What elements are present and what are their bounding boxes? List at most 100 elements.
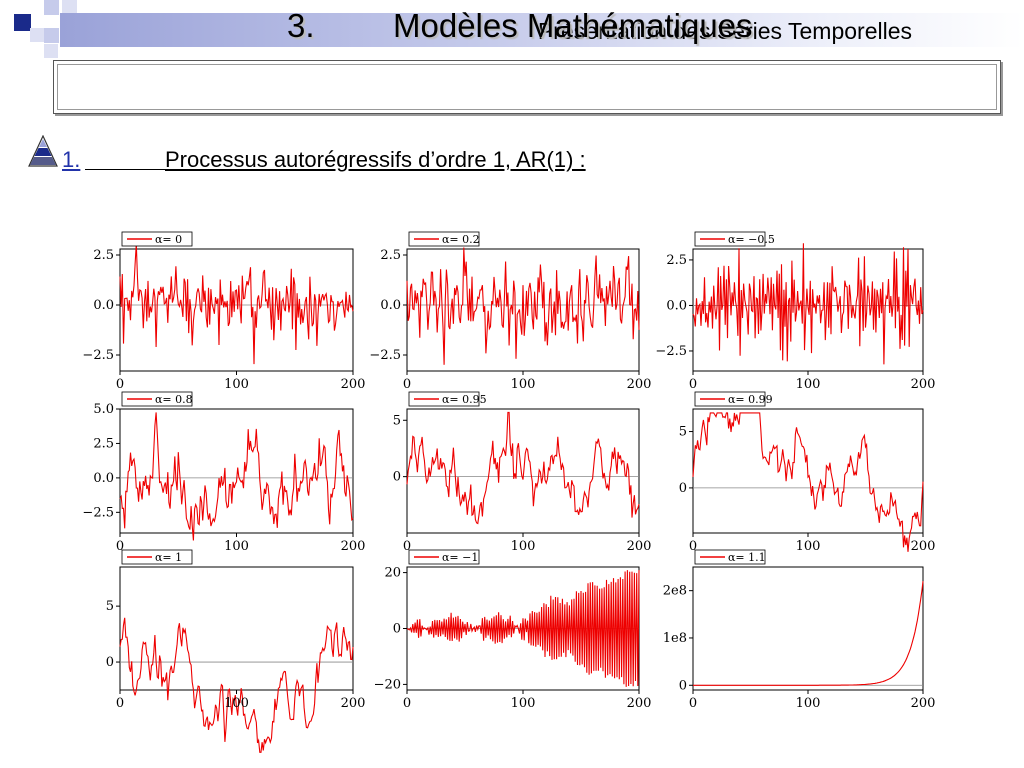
x-tick-label: 100 bbox=[796, 696, 821, 711]
y-tick-label: −2.5 bbox=[82, 348, 114, 363]
y-tick-label: 2e8 bbox=[663, 584, 687, 599]
x-tick-label: 200 bbox=[911, 696, 936, 711]
legend-box bbox=[121, 231, 193, 247]
x-tick-label: 0 bbox=[116, 539, 124, 554]
x-tick-label: 0 bbox=[689, 377, 697, 392]
y-tick-label: 0.0 bbox=[380, 298, 401, 313]
square-decoration bbox=[44, 0, 59, 15]
y-tick-label: 0 bbox=[393, 622, 401, 637]
x-tick-label: 0 bbox=[403, 377, 411, 392]
legend-label: α= 0 bbox=[155, 233, 182, 246]
legend-box bbox=[694, 549, 766, 565]
plot-frame bbox=[406, 248, 640, 372]
plot-frame bbox=[692, 566, 924, 691]
x-tick-label: 100 bbox=[224, 696, 249, 711]
x-tick-label: 100 bbox=[796, 377, 821, 392]
y-tick-label: 0 bbox=[679, 678, 687, 693]
series-line bbox=[406, 247, 640, 365]
chart-panel: 0 100 200 5.0 2.5 0.0 −2.5 α= 0.8 bbox=[82, 391, 366, 554]
x-tick-label: 200 bbox=[911, 539, 936, 554]
series-line bbox=[693, 581, 924, 686]
legend-label: α= 0.8 bbox=[155, 393, 193, 406]
chart-panel: 0 100 200 2.5 0.0 −2.5 α= −0.5 bbox=[655, 231, 936, 392]
square-decoration bbox=[44, 28, 59, 43]
legend-box bbox=[408, 549, 480, 565]
section-title: Modèles Mathématiques bbox=[393, 7, 753, 44]
plot-frame bbox=[406, 408, 640, 534]
legend-box bbox=[121, 549, 193, 565]
x-tick-label: 200 bbox=[341, 539, 366, 554]
square-decoration bbox=[44, 44, 58, 58]
square-decoration bbox=[62, 0, 77, 15]
legend-box bbox=[121, 391, 193, 407]
series-line bbox=[692, 243, 924, 365]
chart-panel: 0 100 200 5 0 α= 0.99 bbox=[679, 391, 936, 554]
legend-label: α= −1 bbox=[442, 551, 478, 564]
x-tick-label: 100 bbox=[511, 696, 536, 711]
x-tick-label: 0 bbox=[116, 377, 124, 392]
x-tick-label: 200 bbox=[911, 377, 936, 392]
y-tick-label: −2.5 bbox=[369, 348, 401, 363]
subsection-number-link[interactable]: 1. bbox=[62, 147, 81, 172]
section-number: 3. bbox=[287, 7, 315, 44]
legend-label: α= −0.5 bbox=[728, 233, 775, 246]
series-line bbox=[692, 412, 924, 552]
chart-panel: 0 100 200 5 0 α= 1 bbox=[106, 549, 366, 753]
y-tick-label: 0.0 bbox=[93, 298, 114, 313]
y-tick-label: 2.5 bbox=[380, 248, 401, 263]
legend-label: α= 0.95 bbox=[442, 393, 487, 406]
y-tick-label: 5.0 bbox=[93, 402, 114, 417]
legend-label: α= 0.99 bbox=[728, 393, 773, 406]
x-tick-label: 0 bbox=[689, 696, 697, 711]
y-tick-label: 0.0 bbox=[666, 298, 687, 313]
x-tick-label: 200 bbox=[341, 377, 366, 392]
x-tick-label: 100 bbox=[224, 377, 249, 392]
title-box-inner-border bbox=[57, 64, 997, 110]
chart-panel: 0 100 200 2.5 0.0 −2.5 α= 0 bbox=[82, 231, 366, 392]
x-tick-label: 0 bbox=[403, 539, 411, 554]
y-tick-label: 20 bbox=[384, 566, 401, 581]
series-line bbox=[119, 412, 354, 541]
y-tick-label: 0.0 bbox=[93, 471, 114, 486]
y-tick-label: 5 bbox=[393, 413, 401, 428]
series-line bbox=[406, 411, 640, 525]
legend-box bbox=[694, 231, 766, 247]
y-tick-label: 0 bbox=[679, 481, 687, 496]
x-tick-label: 200 bbox=[627, 377, 652, 392]
legend-box bbox=[408, 231, 480, 247]
x-tick-label: 0 bbox=[116, 696, 124, 711]
x-tick-label: 200 bbox=[627, 696, 652, 711]
legend-box bbox=[694, 391, 766, 407]
x-tick-label: 100 bbox=[796, 539, 821, 554]
y-tick-label: 2.5 bbox=[93, 248, 114, 263]
legend-label: α= 0.2 bbox=[442, 233, 480, 246]
header-band bbox=[60, 13, 1024, 47]
series-line bbox=[119, 243, 354, 365]
subsection-title: Processus autorégressifs d’ordre 1, AR(1… bbox=[165, 147, 586, 172]
square-decoration bbox=[14, 14, 31, 31]
legend-label: α= 1 bbox=[155, 551, 182, 564]
y-tick-label: 0 bbox=[106, 655, 114, 670]
series-line bbox=[406, 570, 640, 687]
y-tick-label: −2.5 bbox=[655, 344, 687, 359]
x-tick-label: 0 bbox=[689, 539, 697, 554]
x-tick-label: 100 bbox=[511, 377, 536, 392]
y-tick-label: 5 bbox=[106, 599, 114, 614]
header-title: Présentation des Séries Temporelles bbox=[537, 18, 912, 44]
y-tick-label: 2.5 bbox=[666, 253, 687, 268]
square-decoration bbox=[30, 28, 44, 42]
chart-panel: 0 100 200 5 0 α= 0.95 bbox=[393, 391, 651, 554]
y-tick-label: −2.5 bbox=[82, 505, 114, 520]
plot-frame bbox=[119, 566, 354, 691]
legend-box bbox=[408, 391, 480, 407]
x-tick-label: 0 bbox=[403, 696, 411, 711]
chart-panel: 0 100 200 2.5 0.0 −2.5 α= 0.2 bbox=[369, 231, 652, 392]
x-tick-label: 200 bbox=[341, 696, 366, 711]
subsection-underline-gap bbox=[85, 147, 165, 170]
series-line bbox=[119, 617, 354, 753]
y-tick-label: −20 bbox=[374, 677, 401, 692]
chart-panel: 0 100 200 2e8 1e8 0 α= 1.1 bbox=[663, 549, 936, 711]
legend-label: α= 1.1 bbox=[728, 551, 766, 564]
